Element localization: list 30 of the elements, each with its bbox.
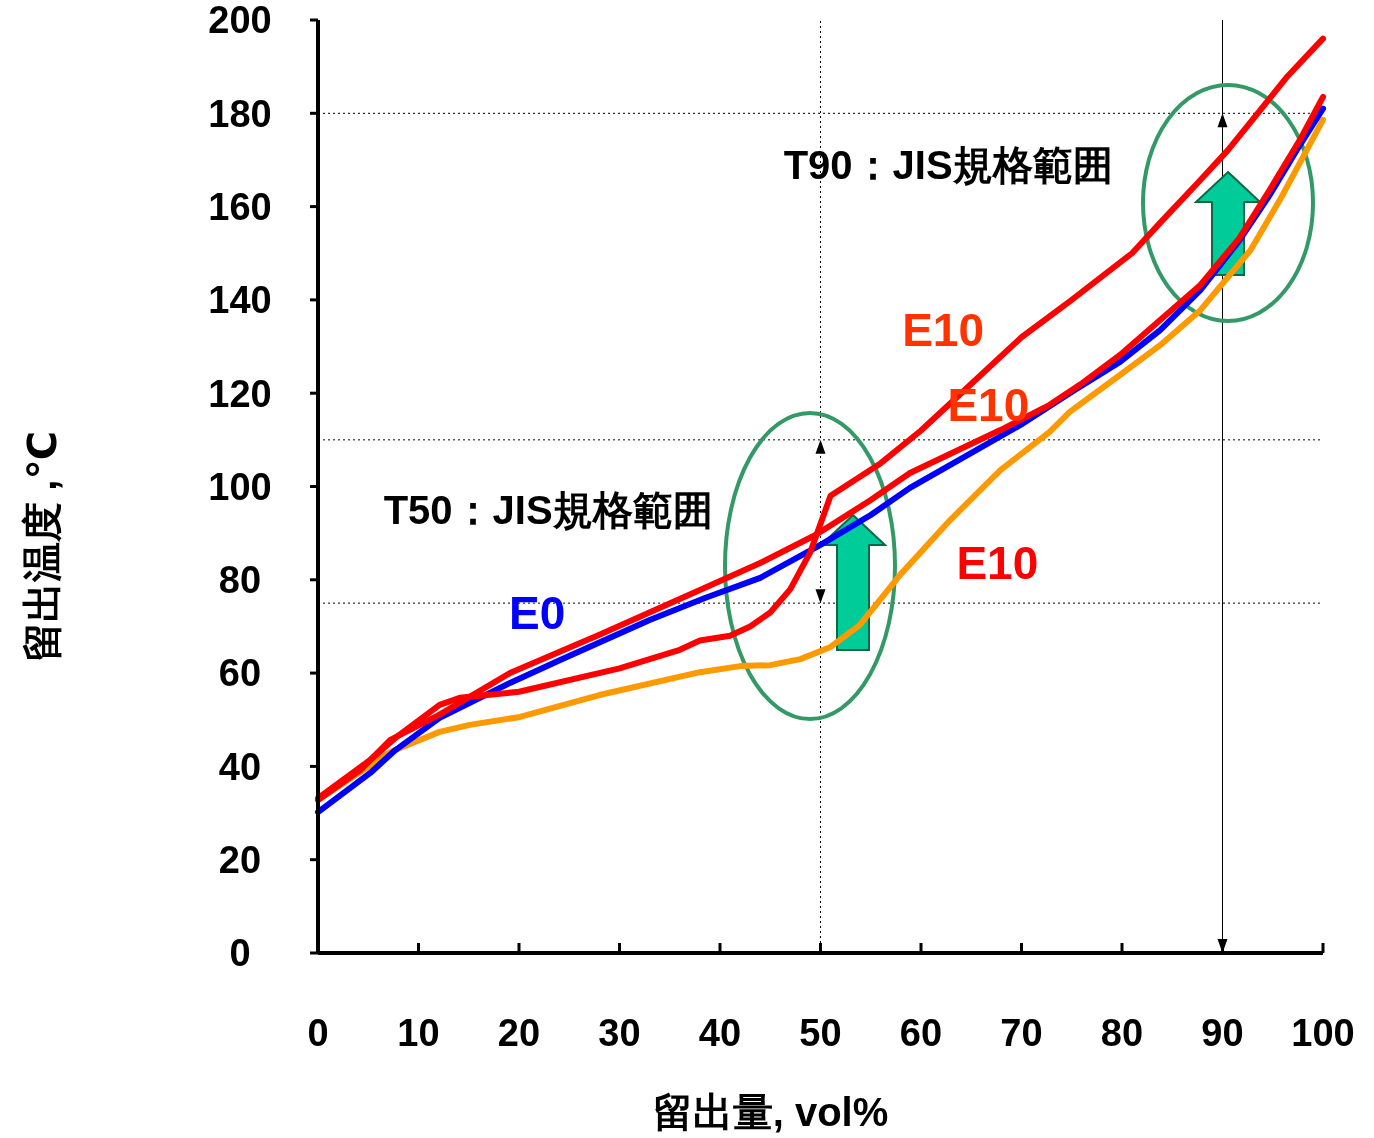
x-tick-label: 10 xyxy=(397,1012,440,1055)
y-tick-label: 0 xyxy=(229,932,251,975)
y-tick-label: 20 xyxy=(218,839,262,881)
y-tick-label: 140 xyxy=(208,279,272,322)
x-tick-label: 40 xyxy=(698,1012,742,1055)
x-tick-label: 80 xyxy=(1100,1012,1144,1055)
x-tick-label: 70 xyxy=(1000,1012,1043,1055)
y-tick-label: 40 xyxy=(218,745,262,788)
y-axis-title: 留出温度 ,℃ xyxy=(20,431,64,662)
y-tick-label: 120 xyxy=(208,372,272,415)
y-tick-label: 160 xyxy=(208,185,272,228)
y-tick-label: 60 xyxy=(218,652,262,695)
x-tick-label: 20 xyxy=(497,1012,541,1055)
annotation: E10 xyxy=(956,537,1039,590)
x-tick-label: 50 xyxy=(799,1012,842,1055)
annotation: T50：JIS規格範囲 xyxy=(383,487,713,532)
x-tick-label: 0 xyxy=(307,1012,329,1055)
x-axis-title: 留出量, vol% xyxy=(652,1090,889,1134)
y-tick-label: 200 xyxy=(208,0,272,42)
y-tick-label: 180 xyxy=(208,92,272,135)
y-tick-label: 80 xyxy=(218,559,262,602)
x-tick-label: 90 xyxy=(1201,1012,1244,1055)
x-tick-label: 100 xyxy=(1291,1012,1355,1055)
x-tick-label: 60 xyxy=(899,1012,943,1055)
annotation: T90：JIS規格範囲 xyxy=(783,142,1113,187)
annotation: E10 xyxy=(947,378,1030,431)
annotation: E10 xyxy=(902,304,985,357)
x-tick-label: 30 xyxy=(598,1012,641,1055)
y-tick-label: 100 xyxy=(208,465,272,508)
annotation: E0 xyxy=(508,587,566,640)
